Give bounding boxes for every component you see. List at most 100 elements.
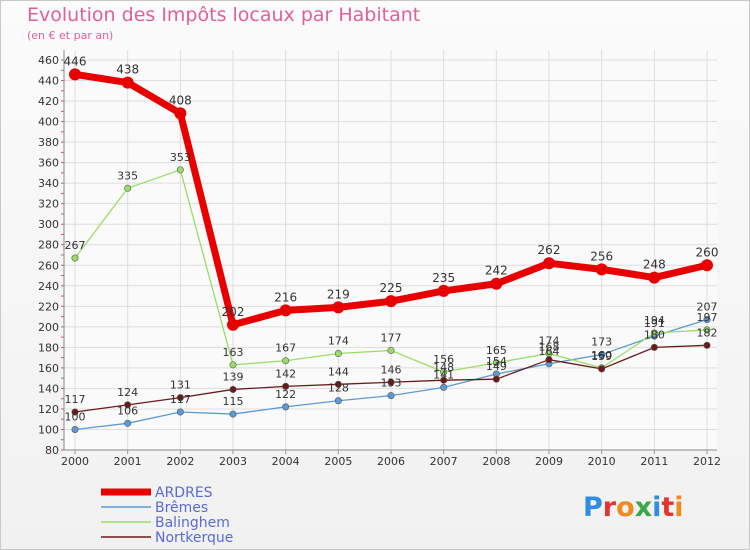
chart-title: Evolution des Impôts locaux par Habitant [27, 4, 421, 26]
data-point-balinghem [387, 346, 395, 354]
y-tick-label: 300 [38, 218, 59, 231]
x-tick-label: 2001 [114, 455, 142, 468]
data-point-balinghem [176, 166, 184, 174]
data-point-ardres [279, 304, 292, 317]
data-point-brêmes [598, 351, 606, 359]
data-label: 156 [433, 353, 454, 366]
data-point-nortkerque [229, 385, 237, 393]
data-label: 173 [591, 336, 612, 349]
y-tick-label: 280 [38, 239, 59, 252]
data-label: 219 [327, 287, 350, 301]
x-tick-label: 2007 [430, 455, 458, 468]
data-label: 174 [539, 335, 560, 348]
data-label: 438 [116, 63, 139, 77]
data-point-brêmes [387, 392, 395, 400]
data-point-balinghem [334, 350, 342, 358]
data-point-ardres [227, 318, 239, 331]
data-point-ardres [595, 263, 608, 276]
y-tick-label: 340 [38, 177, 59, 190]
data-point-nortkerque [282, 382, 290, 390]
data-point-nortkerque [387, 378, 395, 386]
data-point-ardres [69, 68, 81, 81]
y-tick-label: 360 [38, 157, 59, 170]
data-label: 165 [486, 344, 507, 357]
x-tick-label: 2010 [588, 455, 616, 468]
y-tick-label: 380 [38, 136, 59, 149]
data-point-brêmes [124, 419, 132, 427]
data-point-nortkerque [703, 341, 711, 349]
data-point-nortkerque [492, 375, 500, 383]
data-point-balinghem [282, 357, 290, 365]
axes: 80 100 120 140 160 180 200 220 240 260 280 300 320 34… [38, 50, 721, 468]
data-label: 177 [381, 331, 402, 344]
x-tick-label: 2002 [166, 455, 194, 468]
data-label: 144 [328, 365, 349, 378]
y-tick-label: 80 [45, 444, 59, 457]
data-label: 202 [222, 305, 245, 319]
data-label: 100 [65, 410, 86, 423]
y-tick-label: 200 [38, 321, 59, 334]
data-point-nortkerque [598, 365, 606, 373]
data-label: 207 [697, 301, 718, 314]
x-tick-label: 2004 [272, 455, 300, 468]
data-label: 216 [274, 290, 297, 304]
data-label: 159 [591, 350, 612, 363]
data-label: 180 [644, 328, 665, 341]
data-label: 128 [328, 382, 349, 395]
y-tick-label: 240 [38, 280, 59, 293]
data-point-ardres [648, 271, 661, 284]
data-label: 146 [381, 363, 402, 376]
legend-label: Balinghem [155, 515, 230, 531]
data-label: 117 [170, 393, 191, 406]
x-tick-label: 2000 [61, 455, 89, 468]
data-labels: 446 438 408 202 216 219 225 235 242 262 256 248 260 1… [64, 54, 719, 423]
y-tick-label: 120 [38, 403, 59, 416]
data-label: 164 [539, 345, 560, 358]
y-tick-label: 140 [38, 382, 59, 395]
data-point-brêmes [229, 410, 237, 418]
gridlines [64, 50, 717, 451]
x-tick-label: 2006 [377, 455, 405, 468]
data-label: 256 [590, 249, 613, 263]
data-label: 174 [328, 335, 349, 348]
data-label: 115 [223, 395, 244, 408]
y-tick-label: 420 [38, 95, 59, 108]
y-tick-label: 320 [38, 198, 59, 211]
data-point-balinghem [492, 359, 500, 367]
data-point-brêmes [176, 408, 184, 416]
x-tick-label: 2008 [482, 455, 510, 468]
data-point-nortkerque [650, 343, 658, 351]
data-label: 139 [223, 370, 244, 383]
data-point-ardres [332, 301, 345, 314]
data-label: 106 [117, 404, 138, 417]
data-point-nortkerque [124, 401, 132, 409]
data-point-nortkerque [440, 376, 448, 384]
data-point-balinghem [229, 361, 237, 369]
data-label: 242 [485, 264, 508, 278]
legend-label: ARDRES [155, 485, 213, 501]
data-point-ardres [701, 259, 713, 272]
data-label: 260 [696, 245, 719, 259]
y-tick-label: 400 [38, 116, 59, 129]
x-tick-label: 2011 [640, 455, 668, 468]
data-label: 163 [223, 346, 244, 359]
data-point-brêmes [334, 397, 342, 405]
data-point-balinghem [124, 184, 132, 192]
data-label: 124 [117, 386, 138, 399]
data-point-nortkerque [71, 408, 79, 416]
y-tick-label: 260 [38, 259, 59, 272]
data-label: 117 [65, 393, 86, 406]
data-point-ardres [385, 295, 397, 308]
data-point-ardres [543, 257, 555, 270]
y-tick-label: 160 [38, 362, 59, 375]
x-tick-label: 2009 [535, 455, 563, 468]
data-point-nortkerque [545, 356, 553, 364]
data-label: 267 [65, 239, 86, 252]
y-tick-label: 220 [38, 300, 59, 313]
data-label: 225 [380, 281, 403, 295]
data-point-balinghem [650, 329, 658, 337]
data-label: 167 [275, 342, 296, 355]
data-label: 191 [644, 317, 665, 330]
